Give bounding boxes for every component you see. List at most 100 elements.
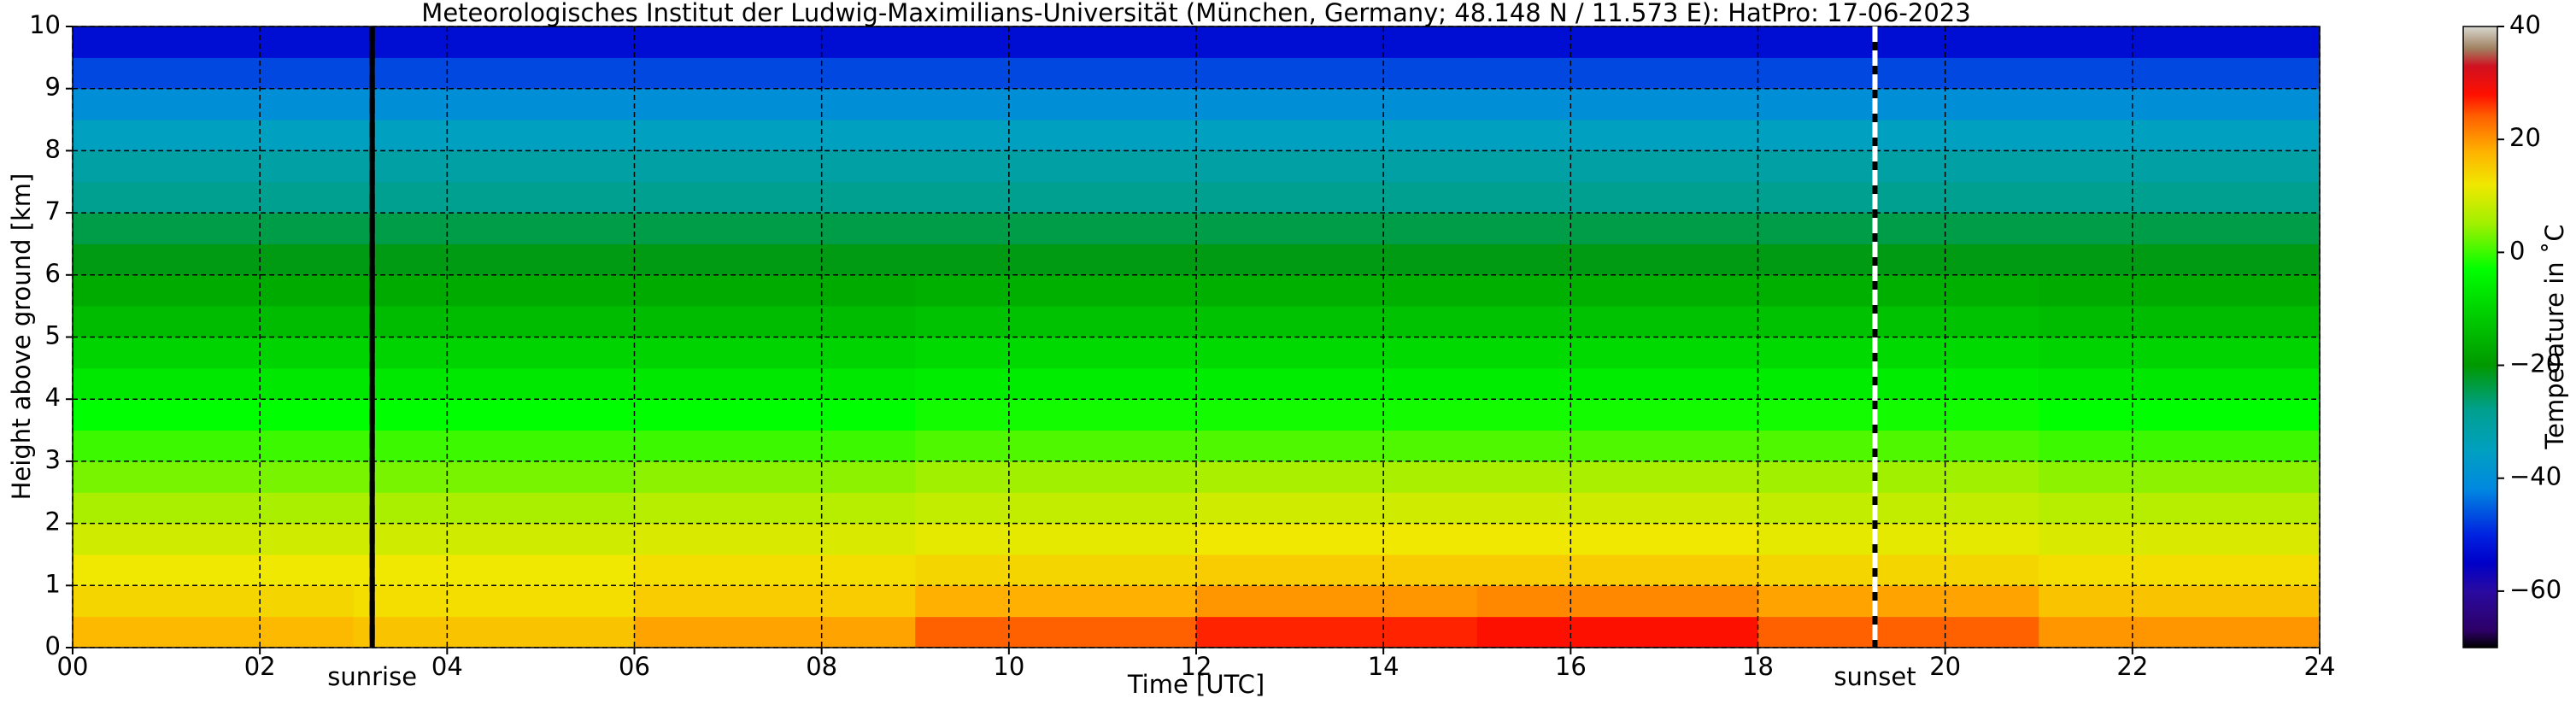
heatmap-cell xyxy=(1757,492,2039,525)
heatmap-cell xyxy=(915,492,1197,525)
heatmap-cell xyxy=(73,274,355,307)
heatmap-cell xyxy=(1196,57,1478,90)
heatmap-cell xyxy=(2039,399,2320,431)
x-tick-label: 02 xyxy=(244,652,276,681)
chart-title: Meteorologisches Institut der Ludwig-Max… xyxy=(421,0,1970,27)
y-tick-label: 1 xyxy=(45,569,61,598)
heatmap-cell xyxy=(634,399,916,431)
heatmap-cell xyxy=(1196,337,1478,369)
annotation-label: sunrise xyxy=(327,662,417,691)
heatmap-cell xyxy=(915,523,1197,555)
heatmap-cell xyxy=(73,399,355,431)
heatmap-cell xyxy=(1757,554,2039,586)
heatmap-cell xyxy=(1757,430,2039,462)
heatmap-cell xyxy=(915,367,1197,400)
heatmap-cell xyxy=(2039,26,2320,58)
heatmap-cell xyxy=(634,88,916,120)
plot-frame xyxy=(72,26,2321,648)
heatmap-cell xyxy=(634,243,916,276)
heatmap-cell xyxy=(73,57,355,90)
heatmap-cell xyxy=(1476,492,1758,525)
heatmap-cell xyxy=(73,616,355,648)
heatmap-cell xyxy=(915,150,1197,183)
heatmap-cell xyxy=(73,120,355,151)
heatmap-cell xyxy=(634,337,916,369)
y-tick-label: 8 xyxy=(45,134,61,163)
colorbar-tick-label: 40 xyxy=(2509,10,2541,39)
heatmap-cell xyxy=(1196,88,1478,120)
heatmap-cell xyxy=(2039,120,2320,151)
heatmap-cell xyxy=(634,367,916,400)
heatmap-cell xyxy=(353,492,635,525)
heatmap-cell xyxy=(2039,306,2320,337)
heatmap-cell xyxy=(2039,150,2320,183)
heatmap-cell xyxy=(1476,57,1758,90)
heatmap-cell xyxy=(915,430,1197,462)
heatmap-cell xyxy=(353,57,635,90)
heatmap-cell xyxy=(634,150,916,183)
heatmap-cell xyxy=(353,585,635,618)
heatmap-cell xyxy=(1476,523,1758,555)
heatmap-cell xyxy=(915,120,1197,151)
heatmap-cell xyxy=(353,150,635,183)
heatmap-cell xyxy=(1757,523,2039,555)
heatmap-cell xyxy=(73,243,355,276)
heatmap-cell xyxy=(1757,57,2039,90)
heatmap-cell xyxy=(1196,492,1478,525)
heatmap-cell xyxy=(1757,306,2039,337)
heatmap-cell xyxy=(1476,616,1758,648)
heatmap-cell xyxy=(2039,181,2320,214)
heatmap-cell xyxy=(2039,523,2320,555)
y-tick-label: 9 xyxy=(45,73,61,102)
heatmap-cell xyxy=(1476,88,1758,120)
x-tick-label: 12 xyxy=(1181,652,1212,681)
heatmap-cell xyxy=(634,274,916,307)
heatmap-cell xyxy=(1476,337,1758,369)
heatmap-cell xyxy=(1757,243,2039,276)
x-tick-label: 16 xyxy=(1555,652,1587,681)
heatmap-cell xyxy=(2039,367,2320,400)
heatmap-cell xyxy=(73,306,355,337)
heatmap-cell xyxy=(353,430,635,462)
heatmap-cell xyxy=(915,243,1197,276)
heatmap-cell xyxy=(1757,616,2039,648)
heatmap-cell xyxy=(353,523,635,555)
x-axis-label: Time [UTC] xyxy=(1127,670,1265,699)
colorbar-tick-label: −20 xyxy=(2509,349,2561,378)
heatmap-cell xyxy=(73,26,355,58)
heatmap-cell xyxy=(1757,26,2039,58)
heatmap-cell xyxy=(915,88,1197,120)
heatmap-cell xyxy=(353,367,635,400)
heatmap-cell xyxy=(1196,274,1478,307)
heatmap-cell xyxy=(1196,430,1478,462)
heatmap-cell xyxy=(73,181,355,214)
heatmap-cell xyxy=(73,150,355,183)
heatmap-cell xyxy=(1757,274,2039,307)
colorbar-tick-label: −40 xyxy=(2509,462,2561,491)
heatmap-cell xyxy=(353,274,635,307)
heatmap-cell xyxy=(634,554,916,586)
heatmap-cell xyxy=(2039,461,2320,493)
heatmap-cell xyxy=(634,461,916,493)
heatmap-cell xyxy=(1196,461,1478,493)
heatmap-cell xyxy=(1476,399,1758,431)
heatmap-cell xyxy=(634,181,916,214)
x-tick-label: 18 xyxy=(1742,652,1774,681)
heatmap-cell xyxy=(634,26,916,58)
heatmap-cell xyxy=(1196,616,1478,648)
colorbar-tick-label: 0 xyxy=(2509,236,2525,265)
heatmap-cell xyxy=(634,120,916,151)
heatmap-cell xyxy=(1476,274,1758,307)
colorbar-tick-label: −60 xyxy=(2509,575,2561,604)
heatmap-cell xyxy=(1757,461,2039,493)
y-tick-label: 2 xyxy=(45,507,61,537)
heatmap-cell xyxy=(353,616,635,648)
heatmap-cell xyxy=(353,399,635,431)
heatmap-cell xyxy=(353,213,635,244)
heatmap-cell xyxy=(1196,554,1478,586)
heatmap-cell xyxy=(915,57,1197,90)
heatmap-cell xyxy=(1196,150,1478,183)
heatmap-cell xyxy=(353,181,635,214)
heatmap-cell xyxy=(1757,88,2039,120)
